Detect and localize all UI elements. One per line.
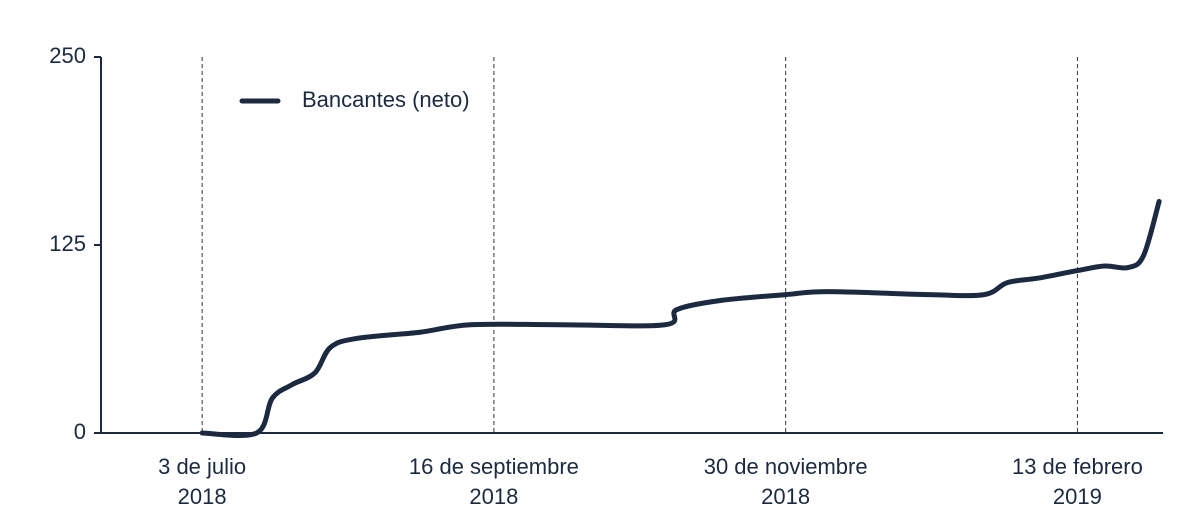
legend-label: Bancantes (neto) <box>302 87 470 112</box>
y-tick-label: 125 <box>49 231 86 256</box>
y-tick-label: 250 <box>49 43 86 68</box>
series-line <box>199 198 1162 439</box>
x-tick-label: 13 de febrero 2019 <box>1011 454 1143 509</box>
y-tick-label: 0 <box>74 419 86 444</box>
x-tick-label: 3 de julio 2018 <box>158 454 247 509</box>
x-tick-label: 30 de noviembre 2018 <box>703 454 868 509</box>
x-tick-label: 16 de septiembre 2018 <box>408 454 579 509</box>
